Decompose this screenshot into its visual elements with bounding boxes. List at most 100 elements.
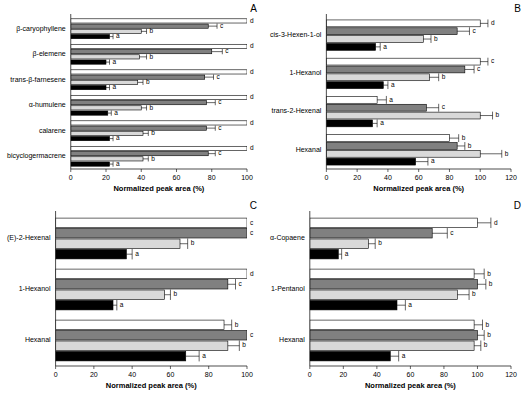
x-tick [132,366,133,369]
category-label: β-caryophyllene [16,25,66,33]
error-bar [377,96,386,104]
y-axis [309,211,310,366]
x-tick-label: 100 [241,371,253,378]
error-bar [110,161,114,166]
error-bar [477,218,490,228]
significance-letter: c [218,98,222,105]
bar [310,280,478,289]
plot-area [56,218,247,362]
error-cap [215,151,216,156]
error-line [465,69,474,70]
y-axis [70,14,71,169]
error-cap [377,119,378,127]
bar [56,239,180,248]
error-bar [457,290,469,300]
error-cap [148,156,149,161]
x-tick [93,366,94,369]
bar [71,50,212,54]
bar [326,120,372,127]
error-bar [423,35,431,43]
bar [56,331,247,340]
x-tick-label: 80 [440,371,448,378]
significance-letter: b [489,280,493,287]
error-cap [430,35,431,43]
category-label: bicyclogermacrene [7,152,66,160]
x-tick-label: 80 [446,174,454,181]
error-line [141,31,146,32]
bar [326,28,457,35]
error-bar [480,19,488,27]
error-line [208,26,217,27]
error-cap [170,290,171,300]
error-cap [199,351,200,361]
significance-letter: a [383,43,387,50]
significance-letter: b [505,150,509,157]
plot-area [326,19,501,165]
error-cap [480,341,481,351]
error-bar [338,249,341,259]
bar [71,29,142,33]
error-bar [474,341,481,351]
error-cap [438,104,439,112]
category-label: trans-2-Hexenal [272,107,322,114]
bar [326,104,426,111]
significance-letter: a [408,301,412,308]
error-cap [132,249,133,259]
significance-letter: c [472,27,476,34]
error-line [477,284,485,285]
bar [71,106,142,110]
significance-letter: a [202,352,206,359]
error-cap [469,290,470,300]
error-line [110,36,114,37]
x-tick [247,169,248,172]
significance-letter: c [250,229,254,236]
error-bar [376,43,381,51]
error-cap [485,279,486,289]
significance-letter: b [191,239,195,246]
error-line [228,345,239,346]
error-line [377,99,386,100]
x-tick [208,366,209,369]
x-tick [418,169,419,172]
plot-area [310,218,491,362]
x-tick [480,169,481,172]
bar [310,269,474,278]
error-bar [110,34,114,39]
error-line [373,123,378,124]
error-cap [109,59,110,64]
error-line [432,233,447,234]
significance-letter: a [380,119,384,126]
error-bar [113,300,117,310]
error-bar [110,136,114,141]
error-line [106,87,110,88]
error-cap [427,158,428,166]
error-cap [148,131,149,136]
significance-letter: a [113,58,117,65]
error-cap [464,142,465,150]
significance-letter: c [218,124,222,131]
x-tick [357,169,358,172]
bar [56,269,247,278]
x-tick [55,366,56,369]
error-cap [146,105,147,110]
bar [56,280,228,289]
bar [56,320,224,329]
bar [56,249,127,258]
significance-letter: a [114,109,118,116]
x-tick [343,366,344,369]
error-bar [206,126,215,131]
error-bar [474,320,482,330]
error-cap [113,136,114,141]
error-bar [416,158,428,166]
panel-title: C [250,200,257,211]
error-bar [138,80,143,85]
bar [56,300,113,309]
x-tick-label: 40 [373,371,381,378]
error-cap [231,320,232,330]
bar [71,157,143,161]
x-tick-label: 0 [324,174,328,181]
error-line [108,113,112,114]
error-bar [141,29,146,34]
significance-letter: a [345,250,349,257]
error-line [143,158,148,159]
